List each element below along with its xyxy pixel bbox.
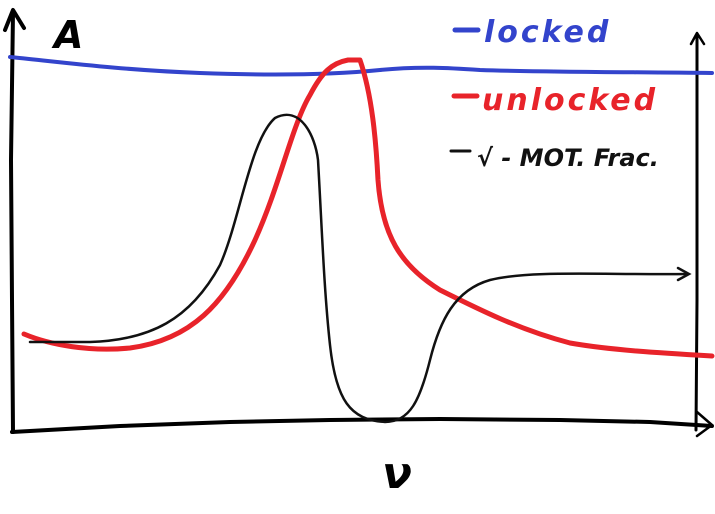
- unlocked-curve: [21, 57, 715, 359]
- x-axis-label: ν: [382, 448, 412, 499]
- legend-entry-mot-fraction: √ - MOT. Frac.: [449, 144, 659, 172]
- axes: [3, 8, 714, 438]
- x-axis-line: [10, 417, 714, 434]
- locked-curve: [8, 55, 714, 77]
- y-axis-arrowhead: [3, 8, 26, 32]
- legend-entry-locked: locked: [452, 15, 611, 50]
- legend-entry-unlocked: unlocked: [451, 83, 658, 118]
- y-axis-label: A: [51, 13, 83, 57]
- legend-label-mot-fraction: √ - MOT. Frac.: [477, 144, 659, 172]
- legend-label-unlocked: unlocked: [482, 83, 658, 118]
- legend: locked unlocked √ - MOT. Frac.: [449, 15, 659, 172]
- legend-label-locked: locked: [484, 15, 611, 50]
- right-axis-line: [694, 33, 699, 432]
- y-axis-line: [9, 10, 15, 434]
- mot-fraction-arrowhead: [676, 266, 692, 282]
- x-axis-arrowhead: [695, 410, 714, 438]
- mot-fraction-curve: [28, 113, 690, 424]
- right-axis-arrowhead: [689, 31, 706, 46]
